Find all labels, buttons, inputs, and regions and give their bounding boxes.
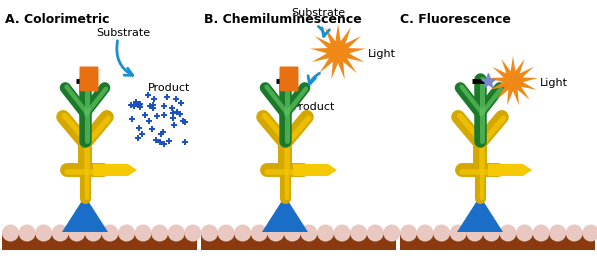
Circle shape — [35, 224, 52, 241]
Circle shape — [300, 224, 318, 241]
Polygon shape — [488, 164, 532, 176]
Text: A. Colorimetric: A. Colorimetric — [5, 13, 109, 26]
Circle shape — [201, 224, 218, 241]
Circle shape — [118, 224, 135, 241]
FancyBboxPatch shape — [279, 67, 298, 92]
Text: Product: Product — [148, 83, 190, 93]
Text: Substrate: Substrate — [96, 28, 150, 38]
Circle shape — [483, 224, 500, 241]
Circle shape — [383, 224, 401, 241]
Text: Substrate: Substrate — [291, 8, 345, 18]
Circle shape — [2, 224, 19, 241]
Circle shape — [533, 224, 550, 241]
Circle shape — [334, 224, 350, 241]
Text: B. Chemiluminescence: B. Chemiluminescence — [204, 13, 362, 26]
Polygon shape — [262, 196, 308, 232]
Circle shape — [350, 224, 367, 241]
Circle shape — [417, 224, 433, 241]
Circle shape — [134, 224, 152, 241]
Circle shape — [52, 224, 69, 241]
FancyArrowPatch shape — [308, 73, 319, 84]
Text: Product: Product — [293, 102, 335, 112]
Circle shape — [450, 224, 467, 241]
Text: C. Fluorescence: C. Fluorescence — [400, 13, 511, 26]
Circle shape — [284, 224, 301, 241]
FancyBboxPatch shape — [79, 67, 99, 92]
Circle shape — [251, 224, 267, 241]
Circle shape — [516, 224, 533, 241]
Circle shape — [549, 224, 566, 241]
Circle shape — [317, 224, 334, 241]
Polygon shape — [488, 56, 538, 105]
Circle shape — [566, 224, 583, 241]
Circle shape — [466, 224, 484, 241]
Polygon shape — [457, 196, 503, 232]
Bar — [201, 232, 396, 250]
Circle shape — [500, 224, 516, 241]
Circle shape — [217, 224, 235, 241]
Circle shape — [19, 224, 36, 241]
Bar — [2, 232, 197, 250]
Circle shape — [68, 224, 85, 241]
Circle shape — [168, 224, 184, 241]
Circle shape — [400, 224, 417, 241]
Circle shape — [234, 224, 251, 241]
Polygon shape — [62, 196, 108, 232]
Circle shape — [582, 224, 597, 241]
FancyArrowPatch shape — [117, 41, 133, 75]
Circle shape — [184, 224, 201, 241]
Circle shape — [433, 224, 450, 241]
FancyArrowPatch shape — [318, 27, 330, 36]
Circle shape — [151, 224, 168, 241]
Circle shape — [367, 224, 384, 241]
Polygon shape — [310, 24, 366, 79]
Text: Light: Light — [368, 49, 396, 59]
Circle shape — [85, 224, 102, 241]
Circle shape — [267, 224, 284, 241]
Polygon shape — [93, 164, 137, 176]
Polygon shape — [293, 164, 337, 176]
Text: Light: Light — [540, 78, 568, 88]
Bar — [400, 232, 595, 250]
Circle shape — [101, 224, 118, 241]
